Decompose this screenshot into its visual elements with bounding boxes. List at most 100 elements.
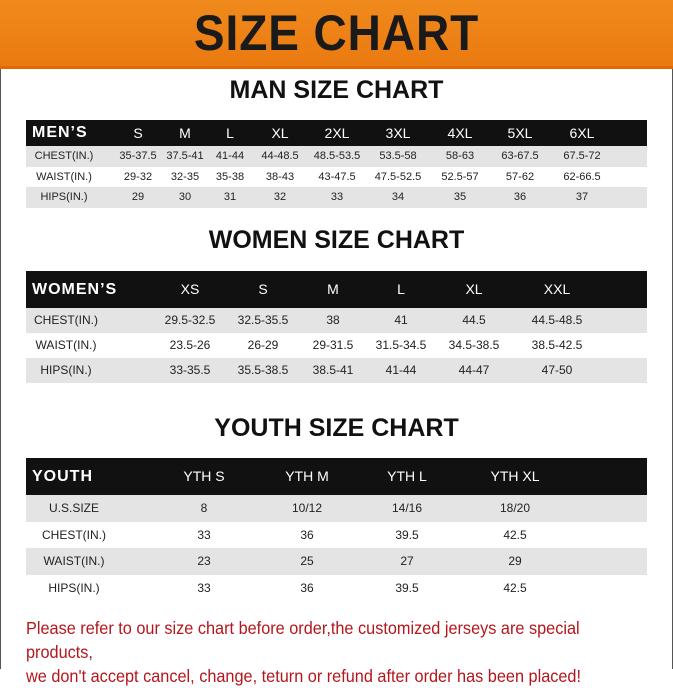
table-header-row: YOUTH YTH S YTH M YTH L YTH XL xyxy=(26,458,647,495)
cell: 38.5-42.5 xyxy=(531,338,583,352)
cell: 41 xyxy=(394,313,408,327)
row-label: U.S.SIZE xyxy=(48,501,100,515)
cell: 53.5-58 xyxy=(379,150,417,162)
cell: 52.5-57 xyxy=(441,170,479,183)
cell: 36 xyxy=(300,580,314,595)
cell: 42.5 xyxy=(503,527,527,542)
cell: 35 xyxy=(453,191,467,203)
cell: 38 xyxy=(326,313,340,327)
cell: 35-38 xyxy=(215,170,245,183)
cell: YTH M xyxy=(285,468,329,484)
table-title: MAN SIZE CHART xyxy=(229,76,444,104)
cell: 37.5-41 xyxy=(166,150,204,162)
cell: 29 xyxy=(131,191,145,203)
table-row: HIPS(IN.) 33-35.5 35.5-38.5 38.5-41 41-44 44-… xyxy=(26,358,647,383)
cell: 6XL xyxy=(569,125,595,141)
cell: 31 xyxy=(223,191,237,203)
cell: 5XL xyxy=(507,125,533,141)
cell: 41-44 xyxy=(385,363,417,377)
cell: 23.5-26 xyxy=(169,338,211,352)
table-header-row: MEN’S S M L XL 2XL 3XL 4XL 5XL 6XL xyxy=(26,120,647,146)
row-label: WOMEN’S xyxy=(32,281,118,298)
cell: 33 xyxy=(197,580,211,595)
row-label: WAIST(IN.) xyxy=(36,170,92,183)
table-row: HIPS(IN.) 33 36 39.5 42.5 xyxy=(26,574,647,601)
cell: 33 xyxy=(330,191,344,203)
cell: 14/16 xyxy=(391,501,423,515)
cell: 26-29 xyxy=(247,338,279,352)
cell: L xyxy=(226,125,234,141)
cell: 39.5 xyxy=(395,580,419,595)
table-row: HIPS(IN.) 29 30 31 32 33 34 35 36 37 xyxy=(26,187,647,208)
cell: 10/12 xyxy=(291,501,323,515)
cell: 34.5-38.5 xyxy=(448,338,500,352)
row-label: HIPS(IN.) xyxy=(48,580,100,595)
cell: 62-66.5 xyxy=(563,170,601,183)
cell: 18/20 xyxy=(499,501,531,515)
cell: XXL xyxy=(543,281,571,297)
cell: 31.5-34.5 xyxy=(375,338,427,352)
row-label: HIPS(IN.) xyxy=(40,191,88,203)
cell: 47-50 xyxy=(541,363,573,377)
cell: YTH S xyxy=(183,468,225,484)
cell: 63-67.5 xyxy=(501,150,539,162)
cell: 48.5-53.5 xyxy=(313,150,361,162)
cell: 32.5-35.5 xyxy=(237,313,289,327)
table-header-row: WOMEN’S XS S M L XL XXL xyxy=(26,271,647,308)
cell: XL xyxy=(271,125,289,141)
row-label: CHEST(IN.) xyxy=(42,527,106,542)
cell: 39.5 xyxy=(395,527,419,542)
notice-line-1: Please refer to our size chart before or… xyxy=(26,618,580,662)
banner: SIZE CHART xyxy=(0,0,673,69)
notice: Please refer to our size chart before or… xyxy=(26,616,621,688)
cell: 36 xyxy=(300,527,314,542)
table-row: CHEST(IN.) 33 36 39.5 42.5 xyxy=(26,521,647,548)
cell: 25 xyxy=(300,554,314,568)
cell: 38-43 xyxy=(265,170,295,183)
row-label: WAIST(IN.) xyxy=(43,554,105,568)
cell: 33-35.5 xyxy=(169,363,211,377)
cell: 3XL xyxy=(385,125,411,141)
table-title: YOUTH SIZE CHART xyxy=(214,414,459,442)
cell: L xyxy=(397,281,405,297)
row-label: WAIST(IN.) xyxy=(35,338,97,352)
table-row: CHEST(IN.) 29.5-32.5 32.5-35.5 38 41 44.5 44.5… xyxy=(26,308,647,333)
cell: 38.5-41 xyxy=(312,363,354,377)
table-row: WAIST(IN.) 29-32 32-35 35-38 38-43 43-47.5 47.… xyxy=(26,166,647,187)
cell: 37 xyxy=(575,191,589,203)
cell: 8 xyxy=(200,501,208,515)
cell: 67.5-72 xyxy=(563,150,601,162)
cell: 42.5 xyxy=(503,580,527,595)
cell: 36 xyxy=(513,191,527,203)
row-label: CHEST(IN.) xyxy=(34,313,98,327)
cell: 27 xyxy=(400,554,414,568)
cell: 29.5-32.5 xyxy=(164,313,216,327)
cell: 44-47 xyxy=(458,363,490,377)
cell: XS xyxy=(180,281,200,297)
cell: 57-62 xyxy=(505,170,535,183)
cell: 58-63 xyxy=(445,150,475,162)
cell: M xyxy=(179,125,191,141)
cell: 32 xyxy=(273,191,287,203)
cell: YTH L xyxy=(387,468,427,484)
cell: 29 xyxy=(508,554,522,568)
page-title: SIZE CHART xyxy=(193,5,480,61)
cell: 44.5 xyxy=(462,313,486,327)
table-row: CHEST(IN.) 35-37.5 37.5-41 41-44 44-48.5 48.5… xyxy=(26,146,647,167)
cell: M xyxy=(327,281,339,297)
table-row: WAIST(IN.) 23.5-26 26-29 29-31.5 31.5-34.5 34… xyxy=(26,333,647,358)
cell: 47.5-52.5 xyxy=(374,170,422,183)
cell: 41-44 xyxy=(215,150,245,162)
cell: 34 xyxy=(391,191,405,203)
cell: 33 xyxy=(197,527,211,542)
row-label: MEN’S xyxy=(32,124,88,141)
row-label: YOUTH xyxy=(32,468,93,485)
cell: 29-32 xyxy=(123,170,153,183)
cell: 23 xyxy=(197,554,211,568)
table-row: U.S.SIZE 8 10/12 14/16 18/20 xyxy=(26,495,647,522)
table-row: WAIST(IN.) 23 25 27 29 xyxy=(26,548,647,575)
cell: 35-37.5 xyxy=(119,150,157,162)
cell: 30 xyxy=(178,191,192,203)
cell: S xyxy=(258,281,268,297)
cell: 4XL xyxy=(447,125,473,141)
